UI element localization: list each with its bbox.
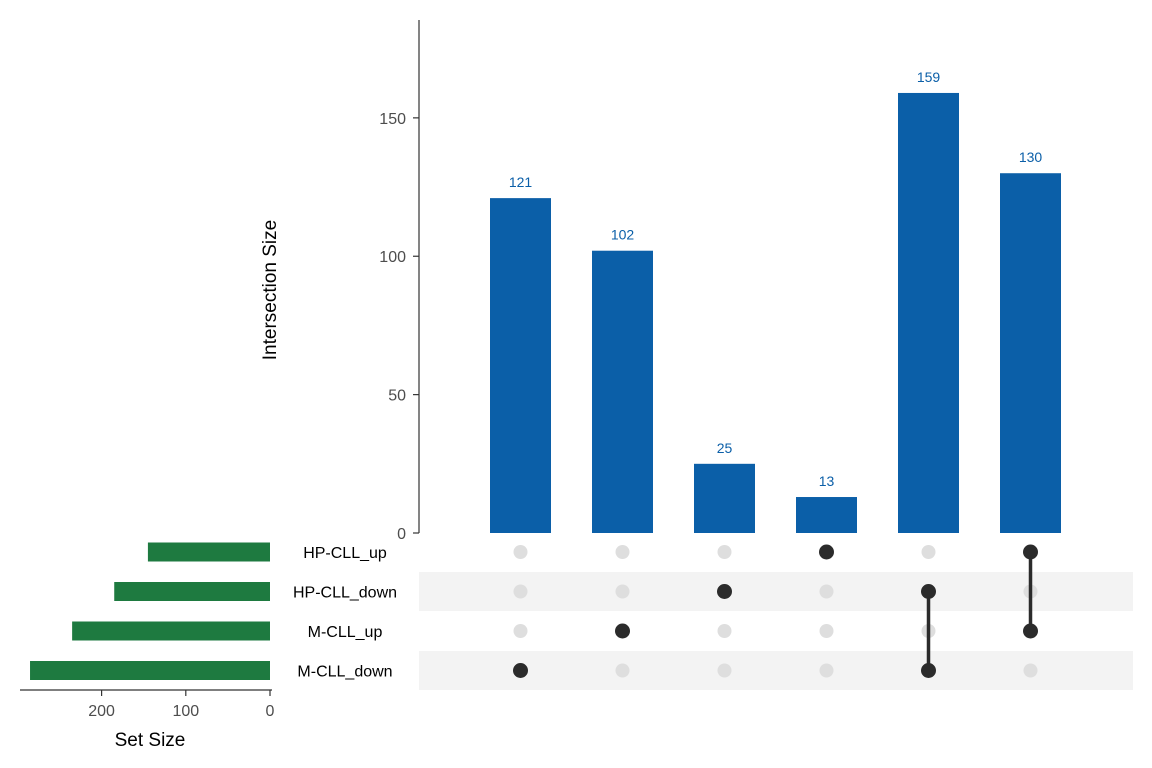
matrix-dot-active bbox=[819, 544, 834, 560]
matrix-dot-inactive bbox=[717, 663, 732, 678]
intersection-bar bbox=[1000, 173, 1061, 533]
set-size-axis-tick-label: 200 bbox=[88, 703, 115, 720]
intersection-size-axis: 0 50 100 150 bbox=[379, 20, 420, 543]
intersection-axis-tick-label: 50 bbox=[388, 388, 406, 405]
matrix-dot-inactive bbox=[717, 624, 732, 638]
set-size-bars bbox=[30, 542, 271, 680]
matrix-dot-active bbox=[513, 663, 528, 678]
matrix-dot-active bbox=[717, 584, 732, 599]
matrix-dot-active bbox=[921, 584, 936, 599]
matrix-dot-active bbox=[1023, 544, 1038, 560]
matrix-dot-inactive bbox=[819, 624, 834, 638]
set-labels: HP-CLL_up HP-CLL_down M-CLL_up M-CLL_down bbox=[293, 545, 397, 681]
set-size-bar bbox=[114, 582, 270, 601]
matrix-dot-inactive bbox=[717, 545, 732, 559]
matrix-row-stripe bbox=[419, 651, 1133, 690]
intersection-axis-tick-label: 150 bbox=[379, 111, 406, 128]
intersection-axis-tick-label: 0 bbox=[397, 526, 406, 543]
set-size-bar bbox=[30, 661, 271, 680]
intersection-bar-label: 102 bbox=[611, 227, 635, 243]
matrix-dot-inactive bbox=[513, 624, 528, 638]
matrix-dot-inactive bbox=[615, 663, 630, 678]
intersection-bar bbox=[694, 463, 755, 533]
set-label: HP-CLL_up bbox=[303, 545, 387, 562]
set-size-axis: 200 100 0 bbox=[20, 689, 275, 720]
set-label: M-CLL_down bbox=[297, 664, 392, 681]
intersection-bar-label: 25 bbox=[717, 440, 733, 456]
matrix-row-stripe bbox=[419, 572, 1133, 611]
matrix-dot-active bbox=[1023, 623, 1038, 639]
intersection-size-axis-title: Intersection Size bbox=[260, 220, 281, 360]
matrix-dot-inactive bbox=[513, 584, 528, 599]
matrix-dot-inactive bbox=[1023, 663, 1038, 678]
intersection-bars: 121 102 25 13 159 130 bbox=[490, 69, 1061, 533]
matrix-dot-inactive bbox=[819, 663, 834, 678]
intersection-bar-label: 130 bbox=[1019, 149, 1043, 165]
intersection-bar-label: 159 bbox=[917, 69, 941, 85]
set-label: M-CLL_up bbox=[308, 624, 383, 641]
intersection-matrix bbox=[513, 544, 1038, 678]
set-size-bar bbox=[147, 542, 270, 562]
matrix-row-stripes bbox=[419, 572, 1133, 690]
intersection-axis-tick-label: 100 bbox=[379, 249, 406, 266]
set-size-axis-title: Set Size bbox=[115, 730, 186, 751]
set-size-bar bbox=[72, 621, 270, 641]
matrix-dot-inactive bbox=[513, 545, 528, 559]
set-size-axis-tick-label: 100 bbox=[172, 703, 199, 720]
matrix-dot-inactive bbox=[819, 584, 834, 599]
matrix-dot-active bbox=[921, 663, 936, 678]
intersection-bar bbox=[898, 92, 959, 533]
intersection-bar-label: 121 bbox=[509, 174, 533, 190]
matrix-dot-active bbox=[615, 623, 630, 639]
matrix-dot-inactive bbox=[615, 545, 630, 559]
intersection-bar bbox=[490, 198, 551, 533]
set-label: HP-CLL_down bbox=[293, 585, 397, 602]
matrix-dot-inactive bbox=[615, 584, 630, 599]
intersection-bar bbox=[592, 250, 653, 533]
matrix-dot-inactive bbox=[921, 545, 936, 559]
intersection-bar-label: 13 bbox=[819, 473, 835, 489]
intersection-bar bbox=[796, 497, 857, 533]
set-size-axis-tick-label: 0 bbox=[266, 703, 275, 720]
